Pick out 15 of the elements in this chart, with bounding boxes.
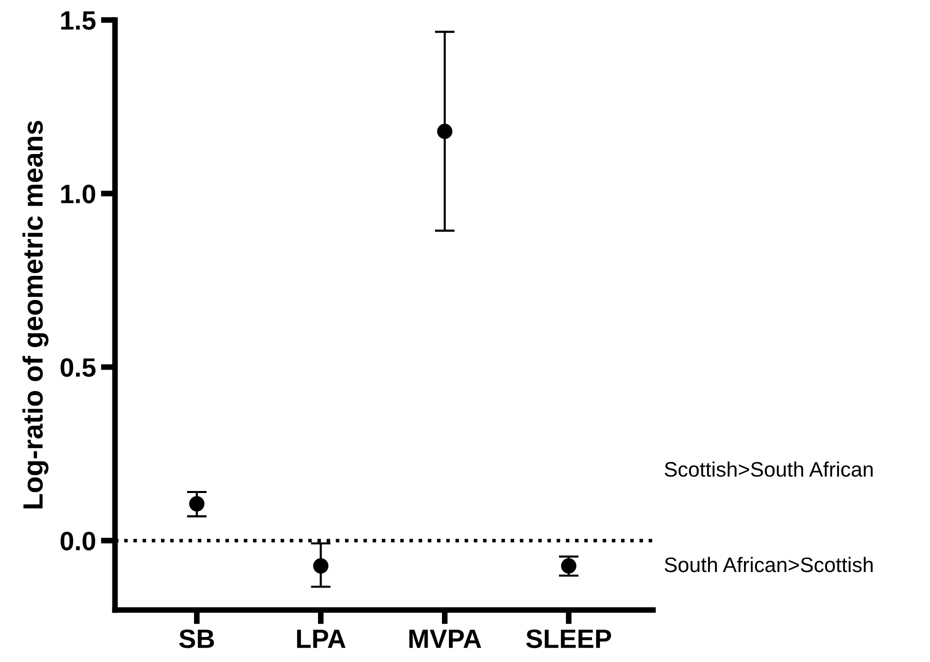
point (437, 124, 452, 140)
y-axis-title: Log-ratio of geometric means (22, 120, 48, 508)
x-tick-label: MVPA (409, 630, 482, 648)
x-tick-label: LPA (297, 630, 346, 648)
y-tick-label: 0.0 (60, 532, 96, 550)
x-tick-label: SLEEP (526, 629, 612, 648)
point (313, 558, 328, 574)
point (561, 558, 576, 574)
y-tick-label: 1.0 (61, 184, 96, 204)
text: South African>Scottish (664, 556, 873, 572)
y-tick-label: 0.5 (60, 358, 96, 377)
y-tick-label: 1.5 (61, 11, 96, 30)
text: Scottish>South African (664, 461, 873, 477)
point (189, 496, 204, 512)
x-tick-label: SB (179, 629, 214, 648)
